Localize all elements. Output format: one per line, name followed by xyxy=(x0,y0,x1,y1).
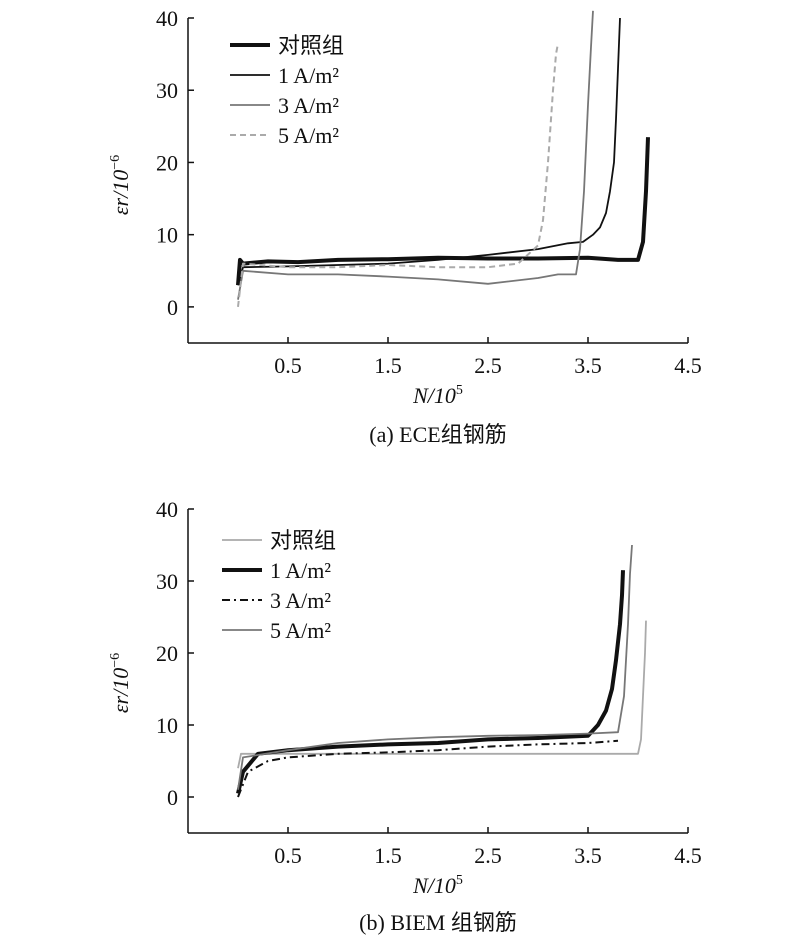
legend-label: 5 A/m² xyxy=(270,618,331,643)
y-tick-label: 20 xyxy=(156,150,178,175)
series-lines xyxy=(236,10,650,308)
y-axis-label-sup: −6 xyxy=(108,653,123,668)
y-axis-label-main: εr/10 xyxy=(108,668,133,713)
y-axis-label-main: εr/10 xyxy=(108,170,133,215)
legend: 对照组 1 A/m² 3 A/m² 5 A/m² xyxy=(222,528,336,643)
y-tick-label: 40 xyxy=(156,497,178,522)
series-lines xyxy=(236,544,647,798)
legend-label: 1 A/m² xyxy=(270,558,331,583)
chart-panel-b: 0.5 1.5 2.5 3.5 4.5 0 10 20 30 40 对照组 1 A/m² 3 A/m… xyxy=(108,497,702,935)
series-line-1 xyxy=(237,620,647,769)
legend-label: 对照组 xyxy=(270,528,336,553)
x-tick-label: 2.5 xyxy=(474,843,502,868)
y-tick-label: 0 xyxy=(167,295,178,320)
x-tick-label: 4.5 xyxy=(674,353,702,378)
x-axis-label-sup: 5 xyxy=(456,383,463,398)
y-axis-label: εr/10−6 xyxy=(108,653,133,713)
legend-label: 3 A/m² xyxy=(278,93,339,118)
x-tick-label: 1.5 xyxy=(374,843,402,868)
legend-label: 1 A/m² xyxy=(278,63,339,88)
y-tick-label: 30 xyxy=(156,78,178,103)
y-axis-label: εr/10−6 xyxy=(108,155,133,215)
x-tick-label: 3.5 xyxy=(574,843,602,868)
series-line-1 xyxy=(236,137,650,286)
x-tick-label: 1.5 xyxy=(374,353,402,378)
y-tick-label: 0 xyxy=(167,785,178,810)
x-tick-label: 4.5 xyxy=(674,843,702,868)
x-ticks: 0.5 1.5 2.5 3.5 4.5 xyxy=(274,827,702,868)
x-axis-label: N/105 xyxy=(412,873,463,898)
series-line-2 xyxy=(237,17,621,286)
x-axis-label: N/105 xyxy=(412,383,463,408)
series-line-3 xyxy=(237,739,619,798)
panel-caption: (a) ECE组钢筋 xyxy=(369,422,506,447)
panel-caption: (b) BIEM 组钢筋 xyxy=(359,910,517,935)
y-ticks: 0 10 20 30 40 xyxy=(156,497,194,810)
chart-panel-a: 0.5 1.5 2.5 3.5 4.5 0 10 20 30 40 对照组 1 A/m² 3 A/m… xyxy=(108,6,702,447)
y-tick-label: 10 xyxy=(156,223,178,248)
legend: 对照组 1 A/m² 3 A/m² 5 A/m² xyxy=(230,33,344,148)
x-tick-label: 0.5 xyxy=(274,353,302,378)
y-tick-label: 30 xyxy=(156,569,178,594)
y-tick-label: 10 xyxy=(156,713,178,738)
y-ticks: 0 10 20 30 40 xyxy=(156,6,194,320)
y-tick-label: 20 xyxy=(156,641,178,666)
x-tick-label: 3.5 xyxy=(574,353,602,378)
legend-label: 对照组 xyxy=(278,33,344,58)
series-line-4 xyxy=(237,544,633,790)
x-ticks: 0.5 1.5 2.5 3.5 4.5 xyxy=(274,337,702,378)
y-tick-label: 40 xyxy=(156,6,178,31)
x-tick-label: 0.5 xyxy=(274,843,302,868)
series-line-4 xyxy=(237,43,559,308)
x-axis-label-sup: 5 xyxy=(456,873,463,888)
x-tick-label: 2.5 xyxy=(474,353,502,378)
series-line-3 xyxy=(237,10,594,300)
x-axis-label-main: N/10 xyxy=(412,383,456,408)
x-axis-label-main: N/10 xyxy=(412,873,456,898)
legend-label: 3 A/m² xyxy=(270,588,331,613)
y-axis-label-sup: −6 xyxy=(108,155,123,170)
legend-label: 5 A/m² xyxy=(278,123,339,148)
